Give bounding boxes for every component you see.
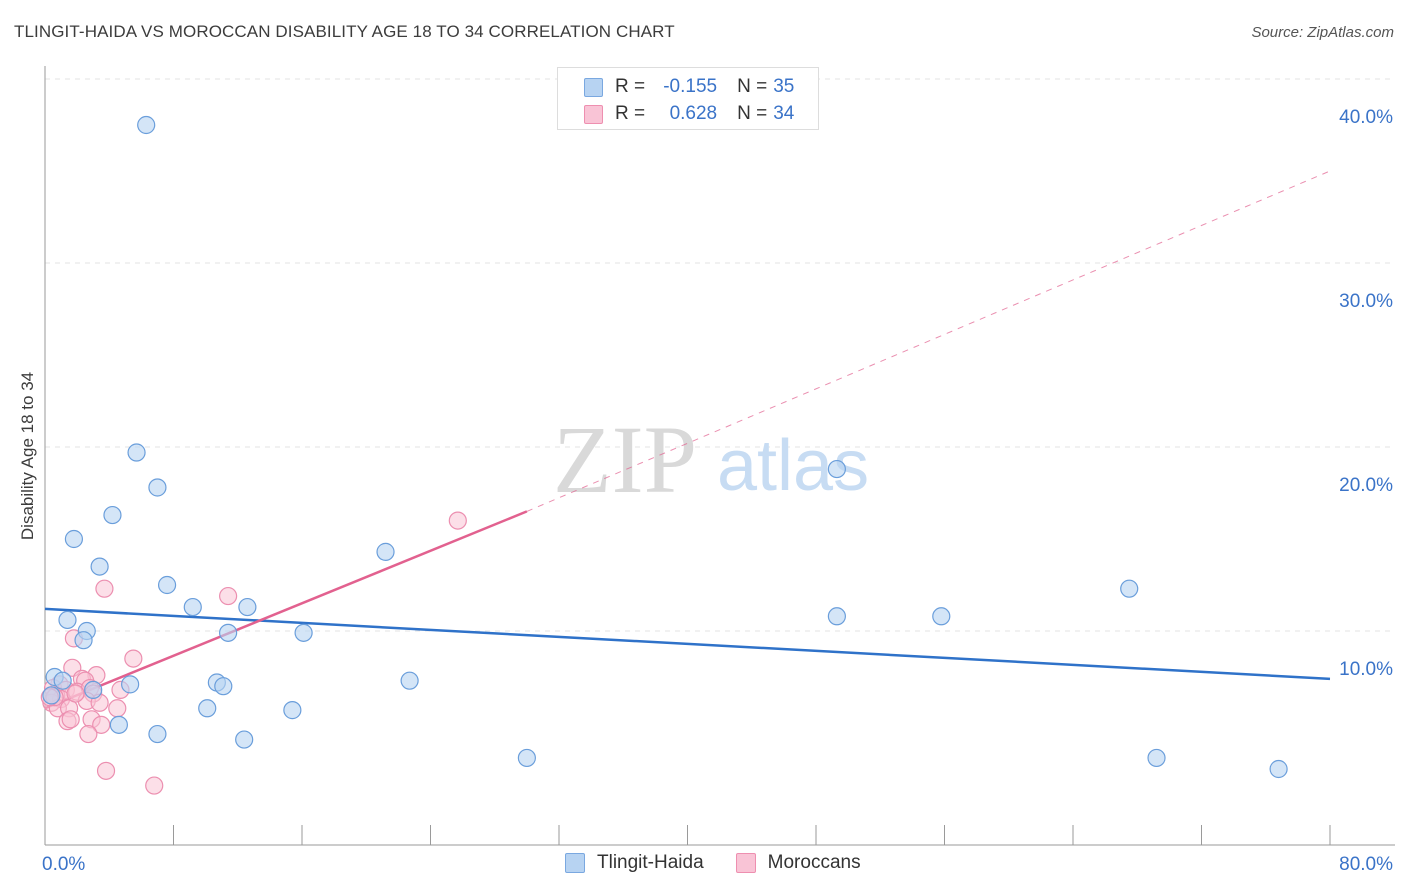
chart-title: TLINGIT-HAIDA VS MOROCCAN DISABILITY AGE… (14, 22, 675, 41)
watermark: ZIP atlas (553, 406, 869, 513)
data-point-tlingit-haida (214, 677, 233, 696)
tick-labels: 10.0% 20.0% 30.0% 40.0% 0.0% 80.0% (42, 107, 1393, 875)
data-point-tlingit-haida (827, 459, 846, 479)
trend-line-moroccans-extrapolated (526, 170, 1331, 512)
trend-lines (44, 170, 1331, 710)
correlation-legend: R = -0.155 N = 35 R = 0.628 N = 34 (557, 67, 819, 130)
legend-r-label: R = (615, 103, 646, 124)
source-credit: Source: ZipAtlas.com (1251, 24, 1394, 41)
data-point-tlingit-haida (219, 623, 238, 642)
legend-label-tlingit-haida: Tlingit-Haida (597, 852, 704, 873)
data-point-tlingit-haida (84, 680, 103, 699)
y-tick-label: 40.0% (1339, 107, 1393, 128)
legend-n-value: 34 (773, 103, 795, 124)
data-point-moroccans (66, 684, 85, 703)
data-point-tlingit-haida (827, 607, 846, 626)
data-point-tlingit-haida (183, 597, 202, 617)
legend-item-tlingit-haida[interactable]: Tlingit-Haida (565, 852, 704, 874)
watermark-zip: ZIP (553, 406, 697, 513)
data-point-tlingit-haida (198, 699, 217, 718)
data-point-tlingit-haida (53, 671, 72, 690)
data-point-moroccans (92, 715, 111, 734)
legend-r-label: R = (615, 76, 646, 97)
data-point-tlingit-haida (137, 115, 156, 135)
tlingit-haida-swatch (565, 853, 585, 873)
data-point-tlingit-haida (103, 505, 122, 525)
data-point-tlingit-haida (127, 443, 146, 462)
data-point-tlingit-haida (376, 542, 395, 561)
data-point-moroccans (219, 586, 238, 606)
data-point-tlingit-haida (1147, 748, 1166, 768)
y-tick-label: 10.0% (1339, 659, 1393, 680)
legend-row-moroccans: R = 0.628 N = 34 (584, 101, 794, 127)
data-point-tlingit-haida (283, 701, 302, 720)
data-point-moroccans (448, 511, 467, 530)
legend-n-value: 35 (773, 76, 795, 97)
data-point-tlingit-haida (517, 748, 536, 768)
data-point-tlingit-haida (238, 597, 257, 617)
x-tick-label-max: 80.0% (1339, 854, 1393, 875)
legend-n-label: N = (737, 103, 768, 124)
data-point-tlingit-haida (121, 675, 140, 694)
tlingit-haida-swatch (584, 77, 603, 97)
legend-r-value: -0.155 (663, 76, 718, 97)
series-legend: Tlingit-Haida Moroccans (565, 852, 893, 874)
data-point-tlingit-haida (400, 671, 419, 690)
legend-item-moroccans[interactable]: Moroccans (735, 852, 861, 874)
data-point-moroccans (96, 761, 116, 780)
watermark-atlas: atlas (717, 426, 869, 506)
data-point-tlingit-haida (235, 730, 254, 749)
moroccans-swatch (584, 104, 603, 124)
data-point-moroccans (124, 649, 143, 668)
legend-n-label: N = (737, 76, 768, 97)
data-point-tlingit-haida (74, 631, 93, 650)
data-point-tlingit-haida (109, 715, 128, 734)
y-tick-label: 20.0% (1339, 475, 1393, 496)
series-tlingit-haida-points (42, 115, 1288, 779)
data-point-moroccans (79, 724, 98, 744)
series-moroccans-points (40, 511, 467, 795)
data-point-moroccans (145, 776, 164, 795)
legend-r-value: 0.628 (669, 103, 718, 124)
data-point-tlingit-haida (157, 575, 177, 595)
axes (44, 66, 1395, 846)
data-point-tlingit-haida (58, 610, 77, 630)
data-point-tlingit-haida (1120, 579, 1139, 598)
data-point-moroccans (108, 699, 127, 718)
moroccans-swatch (735, 853, 756, 873)
data-point-tlingit-haida (64, 529, 84, 549)
x-tick-label-min: 0.0% (42, 854, 85, 875)
gridlines (45, 78, 1395, 632)
data-point-tlingit-haida (42, 686, 61, 705)
legend-row-tlingit-haida: R = -0.155 N = 35 (584, 74, 794, 100)
data-point-tlingit-haida (148, 724, 167, 744)
data-point-tlingit-haida (932, 607, 951, 626)
y-tick-label: 30.0% (1339, 291, 1393, 312)
data-point-moroccans (61, 710, 80, 729)
data-point-tlingit-haida (294, 623, 313, 642)
data-point-moroccans (95, 579, 114, 598)
legend-label-moroccans: Moroccans (767, 852, 861, 873)
trend-line-moroccans (44, 510, 528, 710)
trend-line-tlingit-haida (44, 607, 1331, 681)
data-point-tlingit-haida (148, 478, 167, 497)
data-point-tlingit-haida (1269, 759, 1288, 779)
data-point-tlingit-haida (90, 557, 109, 576)
